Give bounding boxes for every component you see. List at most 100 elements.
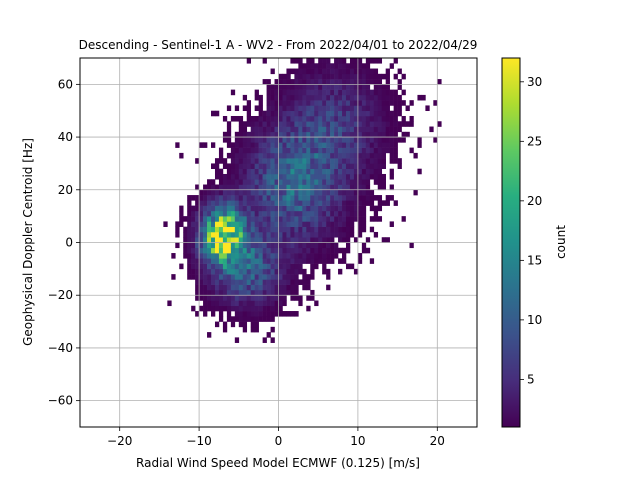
heatmap-cell bbox=[318, 173, 323, 180]
heatmap-cell bbox=[179, 221, 184, 227]
heatmap-cell bbox=[381, 89, 386, 96]
heatmap-cell bbox=[274, 152, 279, 159]
heatmap-cell bbox=[282, 311, 287, 317]
heatmap-cell bbox=[322, 200, 327, 206]
heatmap-cell bbox=[298, 63, 303, 69]
heatmap-cell bbox=[294, 311, 299, 317]
heatmap-cell bbox=[242, 163, 248, 169]
heatmap-cell bbox=[381, 179, 386, 185]
heatmap-cell bbox=[322, 226, 327, 233]
heatmap-cell bbox=[230, 274, 236, 280]
heatmap-cell bbox=[226, 168, 232, 175]
heatmap-cell bbox=[282, 268, 287, 275]
heatmap-cell bbox=[310, 110, 315, 117]
heatmap-cell bbox=[286, 79, 291, 85]
heatmap-cell bbox=[226, 210, 232, 217]
heatmap-cell bbox=[250, 173, 255, 180]
heatmap-cell bbox=[242, 311, 248, 317]
heatmap-cell bbox=[361, 89, 367, 96]
heatmap-cell bbox=[294, 179, 299, 185]
heatmap-cell bbox=[365, 94, 371, 101]
heatmap-cell bbox=[286, 163, 291, 169]
heatmap-cell bbox=[258, 311, 263, 317]
heatmap-cell bbox=[195, 311, 200, 317]
heatmap-cell bbox=[334, 216, 339, 222]
heatmap-cell bbox=[222, 200, 228, 206]
heatmap-cell bbox=[199, 195, 204, 201]
heatmap-cell bbox=[381, 237, 386, 243]
heatmap-cell bbox=[218, 258, 224, 264]
heatmap-cell bbox=[254, 231, 259, 238]
chart-title: Descending - Sentinel-1 A - WV2 - From 2… bbox=[79, 38, 478, 52]
heatmap-cell bbox=[238, 316, 244, 322]
heatmap-cell bbox=[274, 253, 279, 259]
heatmap-cell bbox=[349, 226, 355, 233]
heatmap-cell bbox=[226, 284, 232, 291]
heatmap-cell bbox=[302, 68, 307, 75]
heatmap-cell bbox=[238, 221, 244, 227]
heatmap-cell bbox=[286, 231, 291, 238]
heatmap-cell bbox=[330, 205, 335, 212]
heatmap-cell bbox=[262, 295, 267, 301]
heatmap-cell bbox=[199, 279, 204, 285]
heatmap-cell bbox=[302, 274, 307, 280]
heatmap-cell bbox=[334, 189, 339, 196]
heatmap-cell bbox=[298, 210, 303, 217]
heatmap-cell bbox=[326, 210, 331, 217]
heatmap-cell bbox=[266, 279, 271, 285]
heatmap-cell bbox=[373, 231, 379, 238]
heatmap-cell bbox=[349, 184, 355, 191]
heatmap-cell bbox=[334, 179, 339, 185]
heatmap-cell bbox=[326, 89, 331, 96]
heatmap-cell bbox=[246, 316, 252, 322]
heatmap-cell bbox=[393, 137, 398, 143]
heatmap-cell bbox=[195, 263, 200, 270]
heatmap-cell bbox=[250, 321, 255, 328]
heatmap-cell bbox=[258, 305, 263, 312]
heatmap-cell bbox=[207, 289, 212, 296]
heatmap-cell bbox=[326, 221, 331, 227]
heatmap-cell bbox=[397, 121, 402, 127]
heatmap-cell bbox=[278, 121, 283, 127]
heatmap-cell bbox=[397, 105, 402, 112]
heatmap-cell bbox=[405, 131, 410, 138]
heatmap-cell bbox=[342, 137, 347, 143]
heatmap-cell bbox=[214, 237, 220, 243]
heatmap-cell bbox=[298, 79, 303, 85]
heatmap-cell bbox=[266, 216, 271, 222]
heatmap-cell bbox=[282, 100, 287, 106]
heatmap-cell bbox=[318, 205, 323, 212]
heatmap-cell bbox=[345, 68, 351, 75]
heatmap-cell bbox=[282, 105, 287, 112]
heatmap-cell bbox=[357, 179, 363, 185]
heatmap-cell bbox=[401, 137, 406, 143]
heatmap-cell bbox=[373, 210, 379, 217]
heatmap-cell bbox=[326, 105, 331, 112]
heatmap-cell bbox=[310, 226, 315, 233]
heatmap-cell bbox=[369, 73, 375, 80]
heatmap-cell bbox=[286, 168, 291, 175]
heatmap-cell bbox=[234, 221, 240, 227]
heatmap-cell bbox=[282, 168, 287, 175]
heatmap-cell bbox=[342, 126, 347, 133]
heatmap-cell bbox=[211, 258, 216, 264]
heatmap-cell bbox=[330, 110, 335, 117]
heatmap-cell bbox=[326, 195, 331, 201]
heatmap-cell bbox=[338, 58, 343, 64]
heatmap-cell bbox=[226, 121, 232, 127]
heatmap-cell bbox=[262, 221, 267, 227]
heatmap-cell bbox=[310, 58, 315, 64]
heatmap-cell bbox=[254, 163, 259, 169]
heatmap-cell bbox=[314, 126, 319, 133]
heatmap-cell bbox=[191, 258, 196, 264]
heatmap-cell bbox=[203, 184, 208, 191]
heatmap-cell bbox=[330, 126, 335, 133]
heatmap-cell bbox=[326, 63, 331, 69]
heatmap-cell bbox=[345, 94, 351, 101]
heatmap-cell bbox=[318, 189, 323, 196]
heatmap-cell bbox=[349, 205, 355, 212]
heatmap-cell bbox=[286, 179, 291, 185]
heatmap-cell bbox=[318, 195, 323, 201]
heatmap-cell bbox=[334, 100, 339, 106]
heatmap-cell bbox=[226, 142, 232, 148]
